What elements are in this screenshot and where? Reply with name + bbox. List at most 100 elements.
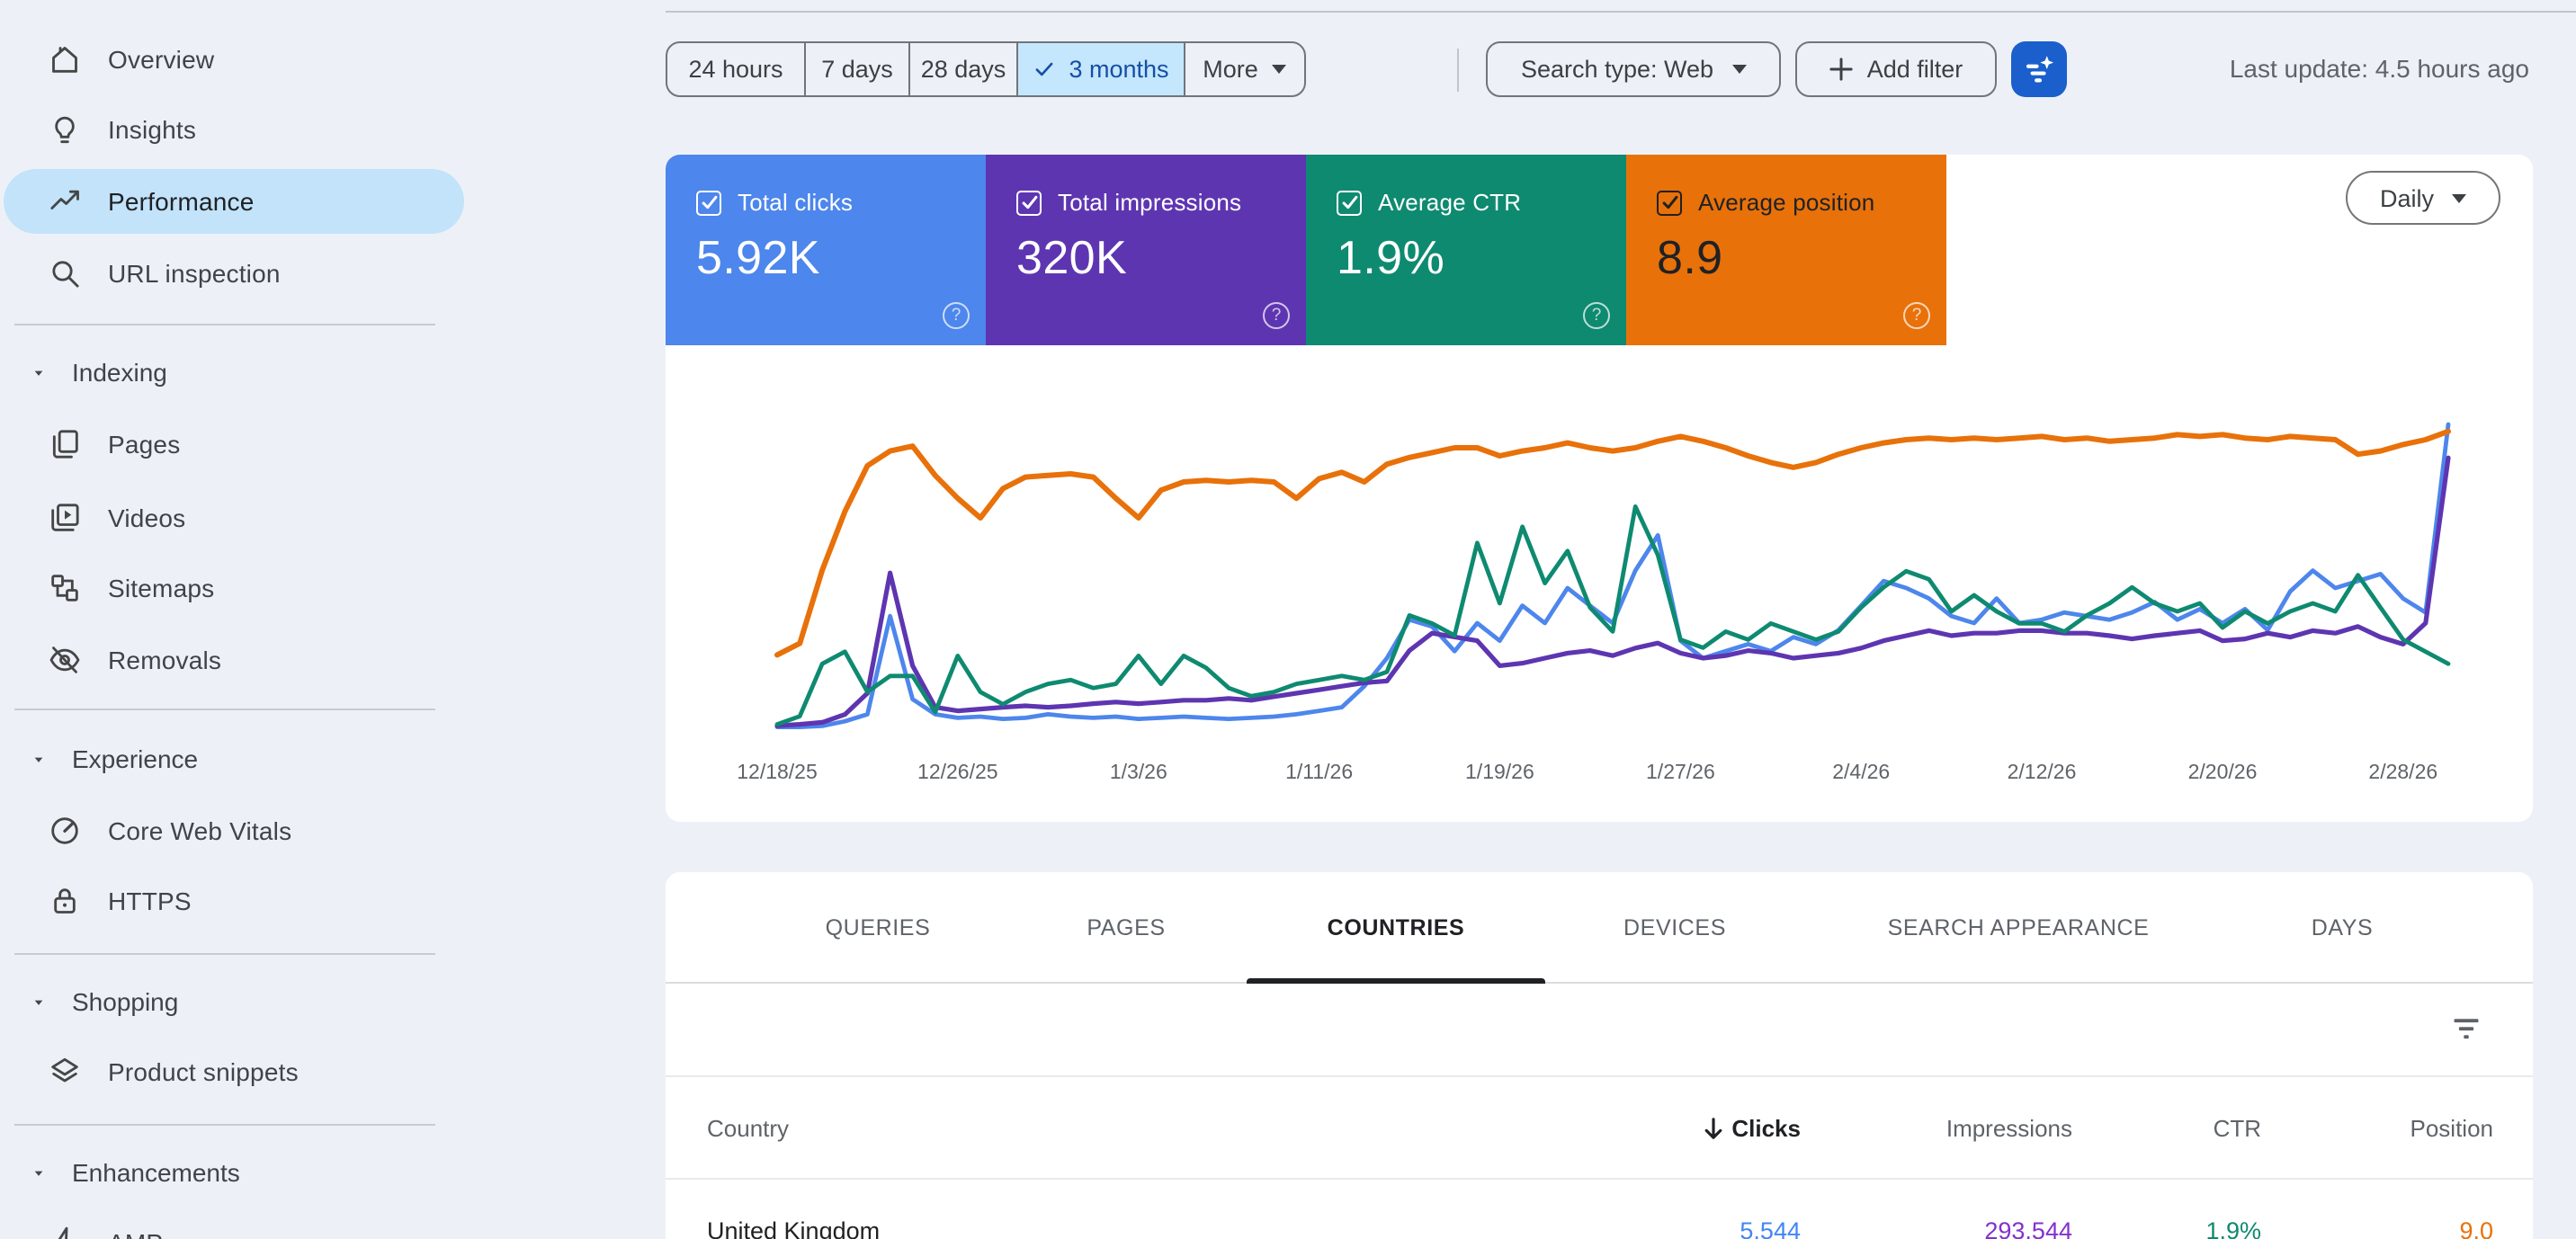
x-axis-tick-label: 1/19/26 — [1465, 760, 1534, 783]
metric-value: 8.9 — [1657, 230, 1723, 284]
tab-search-appearance[interactable]: SEARCH APPEARANCE — [1887, 915, 2150, 940]
lock-icon — [47, 883, 83, 919]
sidebar-item-sitemaps[interactable]: Sitemaps — [0, 556, 464, 620]
sidebar-item-label: HTTPS — [108, 887, 192, 915]
smart-filter-button[interactable] — [2011, 41, 2067, 97]
help-icon[interactable]: ? — [1903, 302, 1930, 329]
column-header-ctr[interactable]: CTR — [2213, 1115, 2261, 1142]
metric-label: Total impressions — [1058, 189, 1242, 216]
pages-icon — [47, 426, 83, 462]
average-position-card[interactable]: Average position 8.9 ? — [1626, 155, 1946, 345]
sidebar-section-indexing[interactable]: Indexing — [0, 340, 464, 405]
checkbox-checked-icon[interactable] — [1016, 190, 1042, 215]
sidebar-item-videos[interactable]: Videos — [0, 486, 464, 550]
help-icon[interactable]: ? — [1583, 302, 1610, 329]
sidebar-section-experience[interactable]: Experience — [0, 726, 464, 791]
tab-devices[interactable]: DEVICES — [1623, 915, 1726, 940]
sidebar-item-overview[interactable]: Overview — [0, 27, 464, 92]
column-header-clicks[interactable]: Clicks — [1701, 1077, 1801, 1180]
granularity-label: Daily — [2379, 184, 2434, 211]
sidebar-selected-pill — [4, 169, 464, 234]
granularity-dropdown[interactable]: Daily — [2346, 171, 2500, 225]
range-more-button[interactable]: More — [1184, 43, 1304, 95]
x-axis-tick-label: 1/11/26 — [1285, 760, 1353, 783]
sidebar-item-core-web-vitals[interactable]: Core Web Vitals — [0, 798, 464, 863]
more-label: More — [1203, 56, 1258, 83]
metric-cards: Total clicks 5.92K ? Total impressions 3… — [666, 155, 1946, 345]
chevron-down-icon — [27, 1161, 50, 1184]
checkbox-checked-icon[interactable] — [1657, 190, 1682, 215]
tab-queries[interactable]: QUERIES — [825, 915, 931, 940]
search-type-dropdown[interactable]: Search type: Web — [1486, 41, 1781, 97]
sidebar-section-label: Indexing — [72, 358, 167, 387]
range-28-days-button[interactable]: 28 days — [908, 43, 1016, 95]
x-axis-tick-label: 1/3/26 — [1110, 760, 1167, 783]
sidebar-item-label: Pages — [108, 430, 181, 459]
sidebar-item-performance[interactable]: Performance — [0, 169, 464, 234]
help-icon[interactable]: ? — [943, 302, 970, 329]
sidebar-item-label: Sitemaps — [108, 574, 215, 602]
sort-arrow-down-icon — [1704, 1118, 1722, 1139]
header-divider-line — [666, 11, 2576, 13]
last-update-text: Last update: 4.5 hours ago — [2229, 54, 2529, 83]
checkbox-checked-icon[interactable] — [1337, 190, 1362, 215]
sidebar-item-label: Core Web Vitals — [108, 816, 292, 845]
sidebar-item-insights[interactable]: Insights — [0, 97, 464, 162]
plus-icon — [1829, 58, 1853, 81]
selected-tab-underline — [1247, 978, 1545, 984]
column-header-position[interactable]: Position — [2410, 1115, 2494, 1142]
home-icon — [47, 41, 83, 77]
table-filter-button[interactable] — [2446, 1009, 2486, 1048]
tab-countries[interactable]: COUNTRIES — [1327, 915, 1465, 940]
sidebar-item-amp[interactable]: AMP — [0, 1210, 464, 1239]
trending-up-icon — [47, 183, 83, 219]
x-axis-tick-label: 2/4/26 — [1832, 760, 1890, 783]
metric-label: Average position — [1698, 189, 1875, 216]
sidebar-divider — [14, 953, 435, 955]
add-filter-label: Add filter — [1866, 56, 1963, 83]
column-header-impressions[interactable]: Impressions — [1945, 1115, 2072, 1142]
range-24-hours-button[interactable]: 24 hours — [688, 56, 783, 83]
metric-label: Total clicks — [738, 189, 854, 216]
x-axis-tick-label: 12/18/25 — [737, 760, 818, 783]
sidebar: Overview Insights Performance URL inspec… — [0, 0, 464, 1239]
sidebar-item-pages[interactable]: Pages — [0, 412, 464, 477]
sidebar-divider — [14, 324, 435, 325]
chevron-down-icon — [2452, 193, 2466, 202]
clicks-cell: 5,544 — [1740, 1217, 1801, 1239]
speedometer-icon — [47, 813, 83, 849]
table-row[interactable]: United Kingdom 5,544 293,544 1.9% 9.0 — [666, 1180, 2533, 1239]
chevron-down-icon — [27, 361, 50, 384]
series-average-position — [774, 428, 2451, 658]
chevron-down-icon — [1731, 65, 1747, 74]
tab-days[interactable]: DAYS — [2311, 915, 2374, 940]
series-total-impressions — [774, 455, 2451, 728]
impressions-cell: 293,544 — [1984, 1217, 2072, 1239]
layers-icon — [47, 1054, 83, 1090]
checkbox-checked-icon[interactable] — [696, 190, 721, 215]
sidebar-divider — [14, 709, 435, 710]
sidebar-item-url-inspection[interactable]: URL inspection — [0, 241, 464, 306]
range-3-months-label: 3 months — [1069, 56, 1169, 83]
range-7-days-button[interactable]: 7 days — [804, 43, 908, 95]
country-cell: United Kingdom — [707, 1217, 881, 1239]
total-clicks-card[interactable]: Total clicks 5.92K ? — [666, 155, 986, 345]
x-axis-tick-label: 2/20/26 — [2188, 760, 2258, 783]
sidebar-item-label: URL inspection — [108, 259, 281, 288]
average-ctr-card[interactable]: Average CTR 1.9% ? — [1306, 155, 1626, 345]
help-icon[interactable]: ? — [1263, 302, 1290, 329]
sidebar-item-https[interactable]: HTTPS — [0, 869, 464, 933]
range-3-months-button[interactable]: 3 months — [1016, 43, 1184, 95]
x-axis-tick-label: 2/28/26 — [2368, 760, 2437, 783]
filter-sparkle-icon — [2026, 56, 2054, 83]
sidebar-item-removals[interactable]: Removals — [0, 628, 464, 692]
total-impressions-card[interactable]: Total impressions 320K ? — [986, 155, 1306, 345]
dimensions-table-panel: QUERIES PAGES COUNTRIES DEVICES SEARCH A… — [666, 872, 2533, 1239]
add-filter-button[interactable]: Add filter — [1795, 41, 1997, 97]
sidebar-item-product-snippets[interactable]: Product snippets — [0, 1039, 464, 1104]
sidebar-section-shopping[interactable]: Shopping — [0, 969, 464, 1034]
sidebar-section-enhancements[interactable]: Enhancements — [0, 1140, 464, 1205]
tab-pages[interactable]: PAGES — [1087, 915, 1166, 940]
column-header-country[interactable]: Country — [707, 1115, 790, 1142]
